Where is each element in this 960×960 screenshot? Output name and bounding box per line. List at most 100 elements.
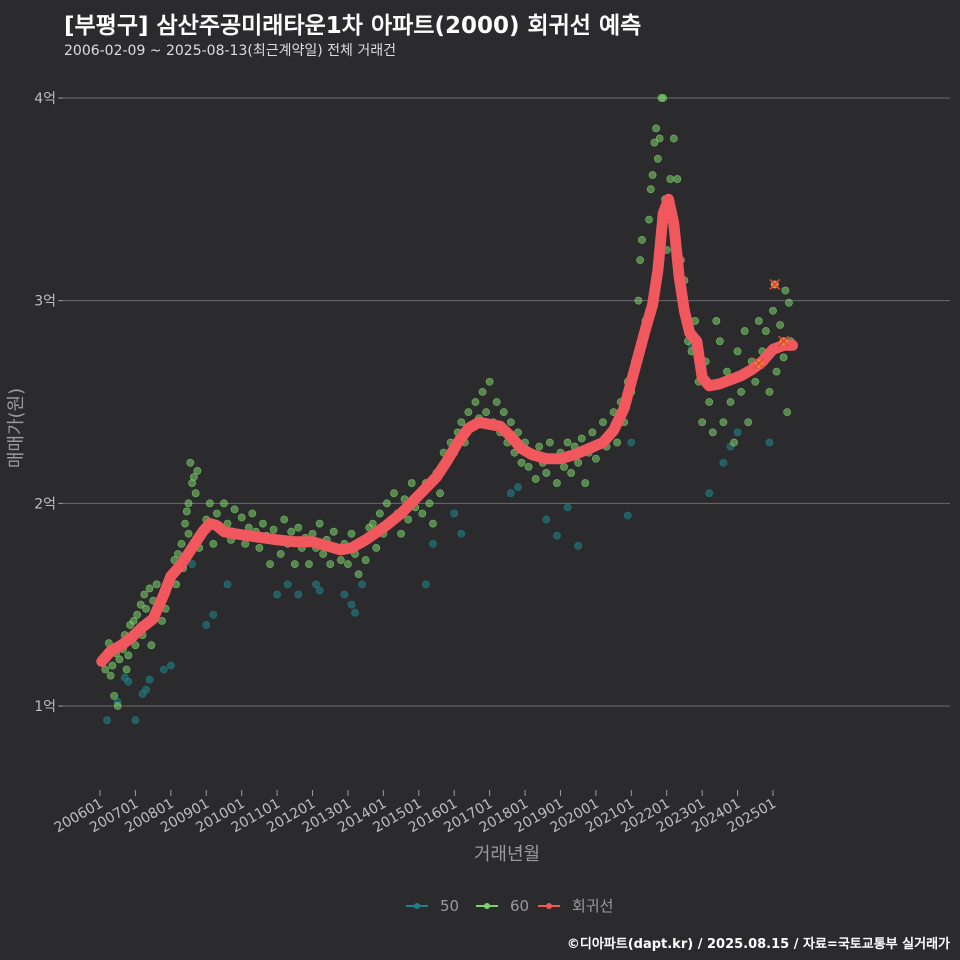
data-point [202, 621, 211, 629]
data-point [344, 560, 352, 569]
data-point [517, 458, 526, 467]
data-point [103, 716, 111, 725]
chart-title: [부평구] 삼산주공미래타운1차 아파트(2000) 회귀선 예측 [64, 13, 642, 39]
data-point [482, 408, 490, 417]
data-point [450, 509, 459, 518]
data-point [188, 560, 196, 569]
data-point [184, 499, 193, 508]
data-point [124, 651, 133, 660]
y-tick-label: 2억 [34, 496, 56, 512]
data-point [205, 499, 214, 508]
data-point [397, 529, 405, 538]
data-point [186, 458, 195, 467]
data-point [669, 134, 678, 143]
data-point [181, 519, 189, 528]
data-point [779, 353, 788, 362]
data-point [209, 610, 218, 619]
data-point [133, 610, 142, 619]
data-point [429, 539, 437, 548]
data-point [336, 556, 345, 564]
data-point [329, 527, 338, 536]
data-point [106, 671, 115, 680]
data-point [255, 544, 264, 552]
data-point [733, 347, 742, 356]
legend-label: 회귀선 [572, 897, 613, 915]
series-50-points [103, 341, 774, 725]
highlight-marker [769, 278, 781, 291]
legend-dot [484, 903, 490, 909]
data-point [113, 702, 122, 710]
data-point [315, 586, 324, 595]
data-point [108, 661, 117, 670]
y-axis-title: 매매가(원) [6, 388, 27, 468]
data-point [524, 462, 533, 471]
data-point [166, 661, 175, 670]
data-point [131, 641, 140, 650]
data-point [248, 509, 257, 518]
data-point [223, 580, 232, 589]
data-point [560, 462, 568, 471]
data-point [776, 321, 784, 329]
data-point [553, 479, 561, 487]
data-point [492, 398, 501, 406]
legend-label: 60 [510, 897, 529, 915]
data-point [212, 509, 221, 518]
y-tick-label: 3억 [34, 294, 56, 310]
data-point [375, 509, 384, 518]
data-point [457, 418, 466, 427]
data-point [280, 515, 289, 524]
data-point [145, 584, 154, 593]
data-point [347, 529, 356, 538]
data-point [730, 438, 738, 447]
data-point [705, 398, 714, 406]
y-tick-labels: 1억 2억 3억 4억 [34, 91, 56, 715]
data-point [708, 428, 717, 437]
data-point [785, 298, 793, 307]
data-point [514, 483, 522, 492]
data-point [122, 665, 131, 674]
data-point [553, 531, 561, 540]
data-point [276, 550, 285, 558]
data-point [425, 499, 434, 508]
data-point [294, 523, 303, 532]
data-point [372, 544, 381, 552]
data-point [347, 600, 356, 609]
data-point [287, 527, 296, 536]
data-point [429, 519, 437, 528]
data-point [326, 560, 335, 569]
data-point [193, 467, 202, 475]
data-point [308, 529, 317, 538]
data-point [101, 665, 110, 674]
data-point [269, 525, 278, 534]
data-point [241, 539, 250, 548]
data-point [131, 716, 140, 725]
data-point [189, 473, 198, 481]
data-point [652, 124, 661, 133]
data-point [368, 519, 377, 528]
data-point [531, 475, 540, 483]
data-point [765, 387, 774, 396]
data-point [636, 256, 645, 265]
data-point [574, 541, 583, 550]
legend-dot [546, 903, 552, 909]
legend-item: 50 [406, 897, 459, 915]
x-axis-title: 거래년월 [474, 844, 540, 865]
data-point [653, 154, 662, 163]
data-point [712, 317, 721, 325]
data-point [673, 175, 682, 183]
data-point [383, 499, 391, 508]
data-point [666, 175, 675, 183]
data-point [209, 539, 218, 548]
legend-item: 60 [476, 897, 529, 915]
data-point [115, 655, 124, 664]
data-point [142, 685, 150, 694]
data-point [124, 677, 133, 686]
data-point [407, 479, 416, 487]
data-point [627, 438, 636, 447]
data-point [723, 367, 731, 376]
data-point [740, 327, 749, 335]
data-point [535, 442, 544, 451]
y-tick-label: 1억 [34, 699, 56, 715]
data-point [319, 550, 328, 558]
